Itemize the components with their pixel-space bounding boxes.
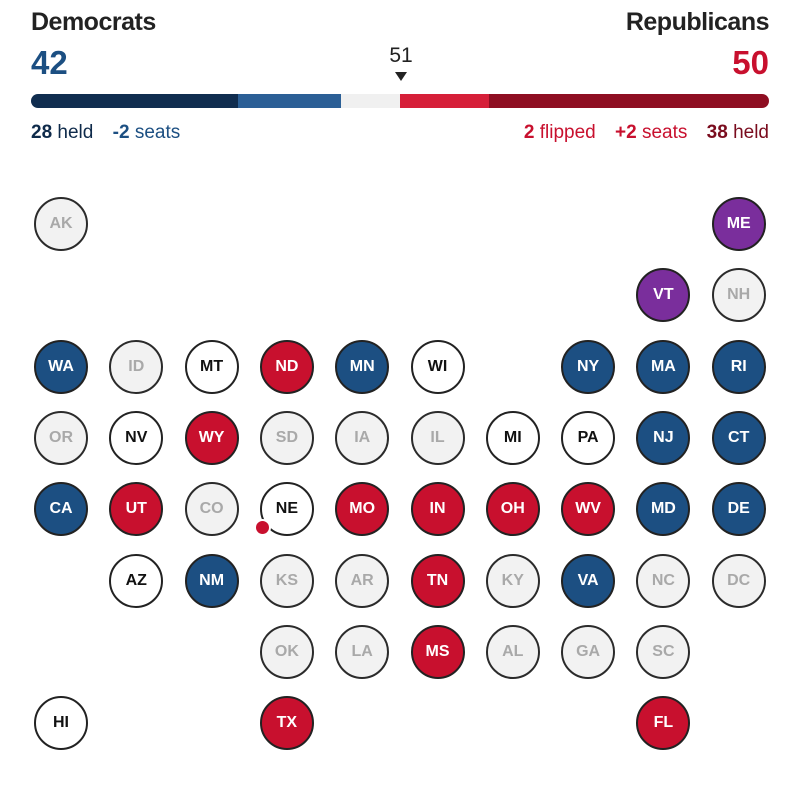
- dem-held-text: held: [57, 122, 94, 143]
- democrats-label: Democrats: [31, 8, 156, 36]
- state-nh[interactable]: NH: [711, 268, 766, 323]
- state-mi[interactable]: MI: [485, 410, 540, 465]
- state-wa[interactable]: WA: [34, 339, 88, 394]
- state-nd[interactable]: ND: [259, 339, 314, 394]
- state-ia[interactable]: IA: [335, 410, 390, 465]
- seat-balance-bar: [31, 94, 769, 108]
- rep-held-count: 38: [706, 122, 728, 143]
- state-az[interactable]: AZ: [109, 553, 164, 608]
- state-mo[interactable]: MO: [335, 482, 390, 537]
- state-ca[interactable]: CA: [34, 482, 88, 537]
- state-id[interactable]: ID: [109, 339, 164, 394]
- state-la[interactable]: LA: [335, 624, 390, 679]
- state-ny[interactable]: NY: [561, 339, 616, 394]
- seat-bar-rep-won: [399, 94, 489, 108]
- state-ma[interactable]: MA: [636, 339, 691, 394]
- state-sc[interactable]: SC: [636, 624, 691, 679]
- state-ut[interactable]: UT: [109, 482, 164, 537]
- state-ne[interactable]: NE: [259, 482, 314, 537]
- seat-bar-undecided: [340, 94, 400, 108]
- state-ms[interactable]: MS: [410, 624, 465, 679]
- dem-held-count: 28: [31, 122, 53, 143]
- dem-seat-change-text: seats: [134, 122, 181, 143]
- state-il[interactable]: IL: [410, 410, 465, 465]
- state-ks[interactable]: KS: [259, 553, 314, 608]
- state-ga[interactable]: GA: [561, 624, 616, 679]
- state-me[interactable]: ME: [711, 197, 766, 251]
- rep-held-text: held: [733, 122, 769, 143]
- state-in[interactable]: IN: [410, 482, 465, 537]
- rep-seat-change: +2: [615, 122, 637, 143]
- state-sd[interactable]: SD: [259, 410, 314, 465]
- state-co[interactable]: CO: [184, 482, 239, 537]
- state-wv[interactable]: WV: [561, 482, 616, 537]
- majority-threshold: 51: [389, 44, 413, 67]
- democrats-summary: 28 held -2 seats: [31, 122, 180, 144]
- rep-flipped-text: flipped: [539, 122, 596, 143]
- seat-bar-dem-won: [237, 94, 341, 108]
- republicans-label: Republicans: [625, 8, 770, 36]
- state-nc[interactable]: NC: [636, 553, 691, 608]
- democrats-seat-total: 42: [31, 44, 68, 81]
- republicans-summary: 2 flipped +2 seats 38 held: [524, 122, 769, 144]
- state-md[interactable]: MD: [636, 482, 691, 537]
- seat-bar-dem-held: [31, 94, 238, 108]
- state-ky[interactable]: KY: [485, 553, 540, 608]
- state-ak[interactable]: AK: [34, 197, 88, 251]
- state-vt[interactable]: VT: [636, 268, 691, 323]
- state-pa[interactable]: PA: [561, 410, 616, 465]
- flip-indicator-dot: [253, 519, 271, 537]
- seat-bar-rep-held: [488, 94, 769, 108]
- state-nj[interactable]: NJ: [636, 410, 691, 465]
- state-ok[interactable]: OK: [259, 624, 314, 679]
- majority-marker-icon: [395, 72, 407, 81]
- state-hi[interactable]: HI: [34, 696, 88, 751]
- state-va[interactable]: VA: [561, 553, 616, 608]
- state-de[interactable]: DE: [711, 482, 766, 537]
- state-al[interactable]: AL: [485, 624, 540, 679]
- state-ri[interactable]: RI: [711, 339, 766, 394]
- state-oh[interactable]: OH: [485, 482, 540, 537]
- state-wi[interactable]: WI: [410, 339, 465, 394]
- rep-seat-change-text: seats: [641, 122, 688, 143]
- state-nm[interactable]: NM: [184, 553, 239, 608]
- state-mn[interactable]: MN: [335, 339, 390, 394]
- state-tx[interactable]: TX: [259, 696, 314, 751]
- state-wy[interactable]: WY: [184, 410, 239, 465]
- state-dc[interactable]: DC: [711, 553, 766, 608]
- dem-seat-change: -2: [112, 122, 130, 143]
- state-nv[interactable]: NV: [109, 410, 164, 465]
- state-fl[interactable]: FL: [636, 696, 691, 751]
- state-ct[interactable]: CT: [711, 410, 766, 465]
- republicans-seat-total: 50: [732, 44, 769, 81]
- state-mt[interactable]: MT: [184, 339, 239, 394]
- state-tn[interactable]: TN: [410, 553, 465, 608]
- state-or[interactable]: OR: [34, 410, 88, 465]
- rep-flipped-count: 2: [523, 122, 535, 143]
- state-ar[interactable]: AR: [335, 553, 390, 608]
